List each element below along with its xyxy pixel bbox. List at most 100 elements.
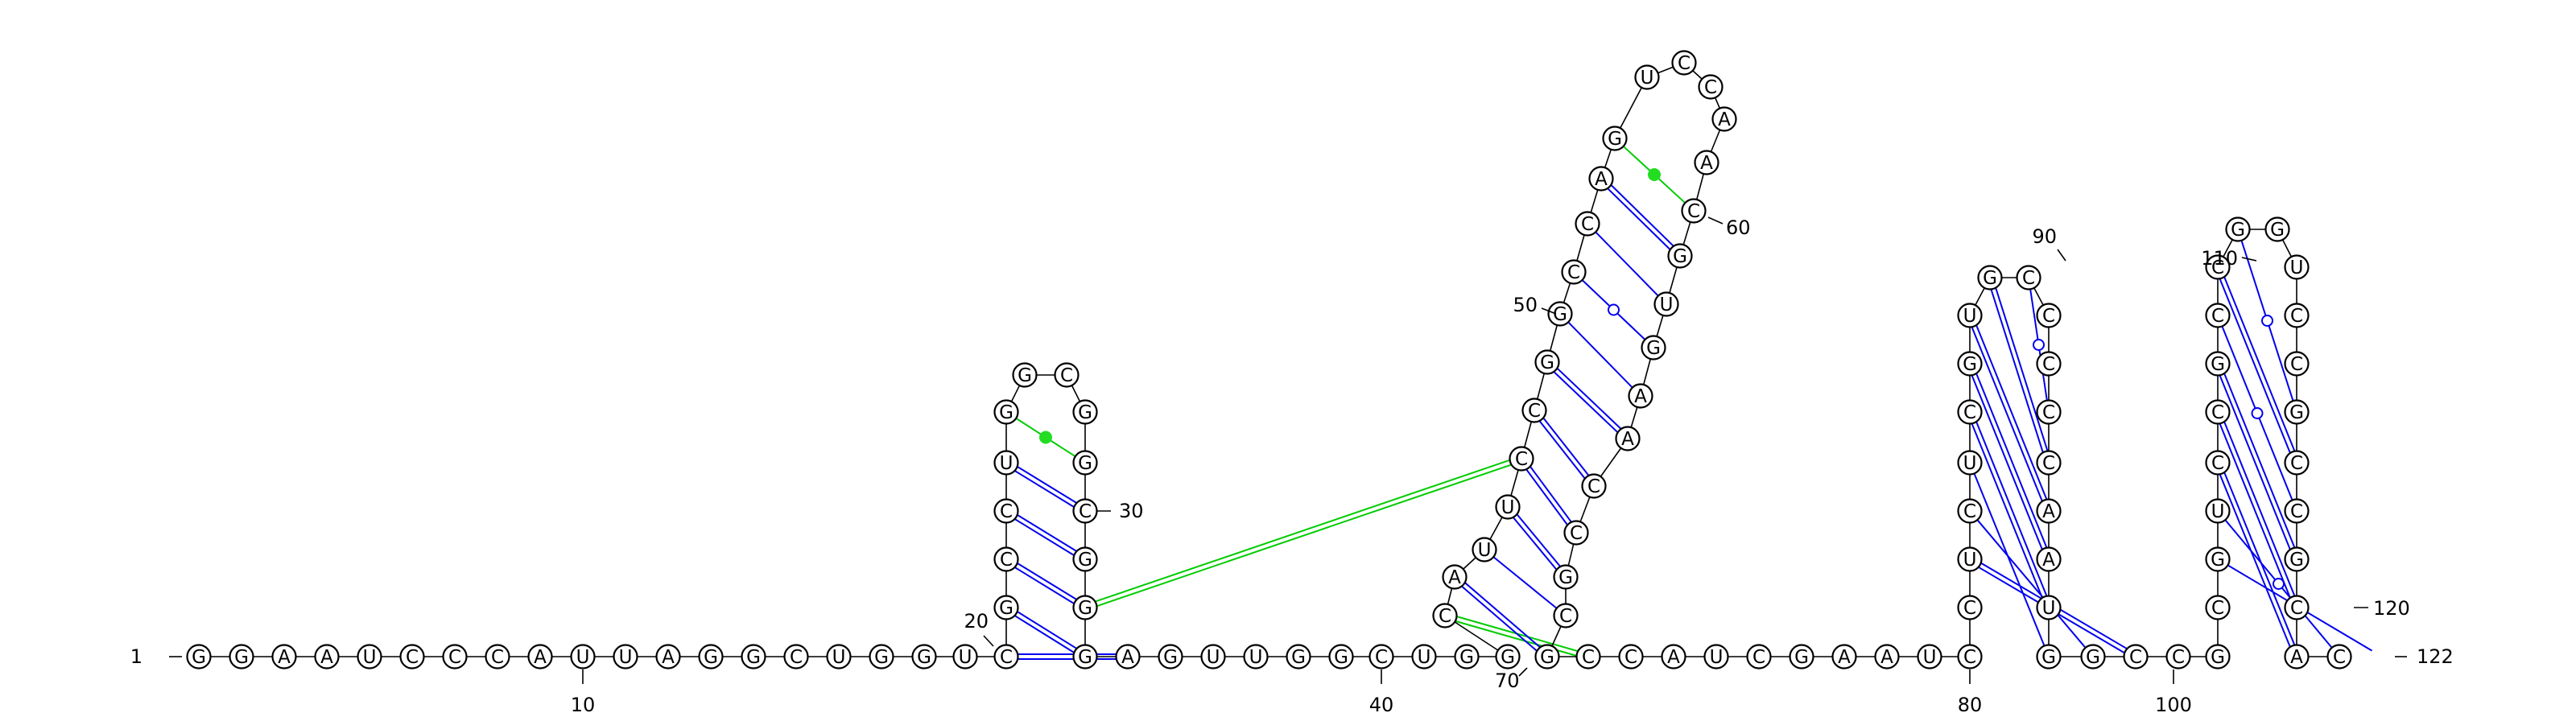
- nucleotide-circle: [2205, 399, 2231, 425]
- label-60: 60: [1726, 216, 1751, 239]
- noncanonical-marker: [1039, 431, 1052, 444]
- nucleotide-circle: [357, 644, 382, 670]
- nucleotide-circle: [952, 644, 978, 670]
- tick-20: [983, 635, 994, 647]
- nucleotide-circle: [1368, 644, 1394, 670]
- nucleotide-17: G: [869, 644, 894, 670]
- nucleotide-letter: C: [1963, 501, 1976, 522]
- nucleotide-circle: [2036, 546, 2062, 572]
- nucleotide-circle: [1957, 498, 1983, 524]
- nucleotide-letter: G: [192, 647, 206, 668]
- nucleotide-letter: C: [1752, 647, 1765, 668]
- nucleotide-circle: [485, 644, 510, 670]
- nucleotide-45: A: [1442, 564, 1468, 590]
- nucleotide-circle: [1957, 303, 1983, 328]
- nucleotide-circle: [1561, 259, 1587, 285]
- nucleotide-letter: C: [1000, 501, 1013, 522]
- pair-line: [1971, 327, 2043, 502]
- nucleotide-circle: [2284, 254, 2310, 280]
- nucleotide-38: G: [1286, 644, 1311, 670]
- nucleotide-circle: [1957, 399, 1983, 425]
- base-pair-32-48: [1095, 459, 1512, 608]
- label-40: 40: [1369, 694, 1394, 716]
- nucleotide-letter: G: [2289, 550, 2304, 571]
- nucleotide-letter: C: [1000, 647, 1013, 668]
- nucleotide-106: C: [2205, 450, 2231, 476]
- nucleotide-circle: [2205, 595, 2231, 620]
- nucleotide-letter: G: [1078, 647, 1092, 668]
- pair-line: [1014, 470, 1075, 508]
- nucleotide-circle: [2264, 216, 2290, 242]
- nucleotide-letter: G: [1983, 268, 1997, 289]
- nucleotide-4: A: [314, 644, 340, 670]
- base-pair-51-65: [1567, 321, 1633, 389]
- nucleotide-104: G: [2205, 546, 2231, 572]
- nucleotide-circle: [2016, 265, 2041, 291]
- nucleotide-circle: [1575, 211, 1600, 237]
- nucleotide-letter: C: [2211, 453, 2224, 474]
- nucleotide-circle: [1072, 450, 1098, 476]
- wobble-marker: [1608, 303, 1620, 316]
- nucleotide-41: U: [1411, 644, 1437, 670]
- pair-line: [1567, 321, 1633, 389]
- nucleotide-89: G: [1977, 265, 2003, 291]
- nucleotide-6: C: [399, 644, 425, 670]
- nucleotide-120: C: [2284, 595, 2310, 620]
- nucleotide-circle: [1746, 644, 1772, 670]
- nucleotide-32: G: [1072, 595, 1098, 620]
- nucleotide-letter: U: [576, 647, 590, 668]
- nucleotide-circle: [1534, 349, 1560, 375]
- nucleotide-113: U: [2284, 254, 2310, 280]
- nucleotide-circle: [1957, 546, 1983, 572]
- nucleotide-29: G: [1072, 450, 1098, 476]
- nucleotide-circle: [1694, 150, 1719, 175]
- nucleotide-circle: [698, 644, 724, 670]
- base-pair-86-97: [1971, 421, 2048, 599]
- nucleotide-83: U: [1957, 546, 1983, 572]
- nucleotide-circle: [1200, 644, 1226, 670]
- nucleotide-letter: U: [1963, 453, 1977, 474]
- tick-50: [1541, 307, 1557, 315]
- nucleotide-letter: C: [2022, 268, 2035, 289]
- base-pair-47-69: [1513, 513, 1561, 571]
- nucleotide-circle: [229, 644, 254, 670]
- nucleotide-circle: [1072, 595, 1098, 620]
- nucleotide-33: G: [1072, 644, 1098, 670]
- nucleotide-letter: G: [2231, 220, 2245, 241]
- base-pair-48-68: [1525, 466, 1572, 525]
- noncanonical-marker: [1648, 168, 1661, 181]
- base-pair-52-64: [1581, 279, 1646, 340]
- nucleotide-letter: U: [2042, 598, 2056, 619]
- nucleotide-118: C: [2284, 498, 2310, 524]
- nucleotide-50: G: [1534, 349, 1560, 375]
- nucleotide-circle: [2284, 450, 2310, 476]
- nucleotide-84: C: [1957, 498, 1983, 524]
- nucleotide-64: G: [1641, 335, 1666, 361]
- nucleotide-52: C: [1561, 259, 1587, 285]
- nucleotide-circle: [1667, 243, 1693, 269]
- nucleotide-101: C: [2165, 644, 2191, 670]
- base-pair-20-34: [1018, 653, 1117, 660]
- nucleotide-circle: [993, 399, 1019, 425]
- nucleotide-57: C: [1671, 50, 1697, 76]
- nucleotide-letter: G: [2211, 354, 2225, 375]
- nucleotide-circle: [1411, 644, 1437, 670]
- nucleotide-3: A: [271, 644, 297, 670]
- base-pair-111-116: [2240, 240, 2294, 402]
- nucleotide-letter: C: [1963, 598, 1976, 619]
- nucleotide-circle: [186, 644, 212, 670]
- nucleotide-circle: [2205, 254, 2231, 280]
- nucleotide-circle: [1957, 450, 1983, 476]
- base-pair-50-66: [1553, 368, 1622, 433]
- nucleotide-23: C: [993, 498, 1019, 524]
- nucleotide-circle: [1072, 399, 1098, 425]
- nucleotide-circle: [2284, 399, 2310, 425]
- pair-line: [2219, 474, 2291, 648]
- nucleotide-circle: [1711, 106, 1737, 132]
- nucleotide-103: C: [2205, 595, 2231, 620]
- nucleotide-87: G: [1957, 351, 1983, 377]
- nucleotide-circle: [1328, 644, 1354, 670]
- nucleotide-13: G: [698, 644, 724, 670]
- nucleotide-94: C: [2036, 450, 2062, 476]
